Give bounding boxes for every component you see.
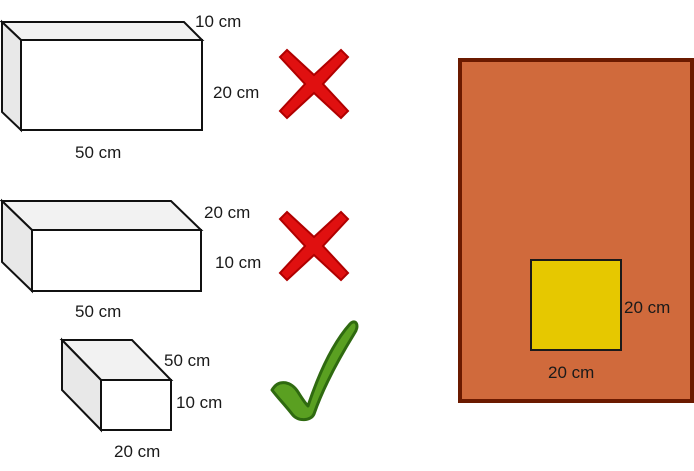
box-2: 20 cm 10 cm 50 cm [0,198,261,321]
box-1-top-face [0,21,205,41]
box-3-depth-label: 50 cm [164,351,210,370]
cross-2-icon [278,210,350,282]
box-3-height-label: 10 cm [176,393,222,412]
opening-height-label: 20 cm [624,298,670,317]
box-2-front-face [31,229,202,292]
check-icon [270,320,359,422]
box-1-depth-label: 10 cm [195,12,241,31]
box-1-width-label: 50 cm [75,143,121,162]
box-2-top-face [0,200,204,231]
box-2-width-label: 50 cm [75,302,121,321]
box-1-side-face [1,19,22,133]
cross-1-icon [278,48,350,120]
box-1-front-face [20,39,203,131]
box-3-front-face [100,379,172,431]
box-2-height-label: 10 cm [215,253,261,272]
box-1-height-label: 20 cm [213,83,259,102]
box-2-depth-label: 20 cm [204,203,250,222]
box-1: 10 cm 20 cm 50 cm [0,12,259,162]
wall-opening [530,259,622,351]
box-3: 50 cm 10 cm 20 cm [59,337,222,461]
wall-panel: 20 cm 20 cm [458,58,694,403]
opening-width-label: 20 cm [548,363,594,382]
box-3-width-label: 20 cm [114,442,160,461]
